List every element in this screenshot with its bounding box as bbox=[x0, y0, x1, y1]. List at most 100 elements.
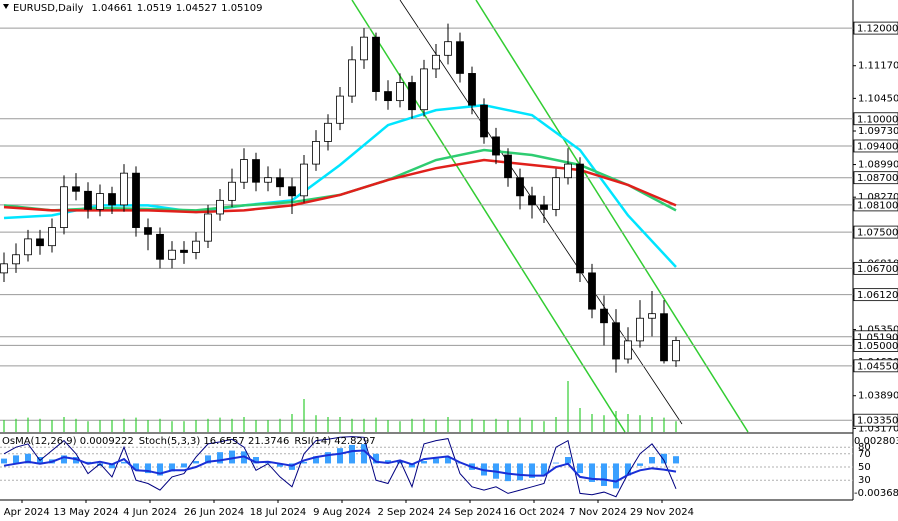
volume-bar bbox=[63, 417, 65, 432]
y-tick-label: 1.09730 bbox=[858, 126, 898, 137]
level-label-box bbox=[853, 139, 898, 153]
level-label: 1.06700 bbox=[857, 264, 898, 275]
osma-bar bbox=[193, 461, 199, 464]
osma-bar bbox=[169, 463, 175, 472]
candle-body bbox=[96, 193, 104, 210]
candle-body bbox=[360, 36, 368, 61]
osma-bar bbox=[613, 463, 619, 489]
level-label-box bbox=[853, 413, 898, 427]
osma-bar bbox=[157, 463, 163, 476]
volume-bar bbox=[651, 417, 653, 432]
volume-bar bbox=[279, 418, 281, 432]
level-label: 1.08100 bbox=[857, 200, 898, 211]
osma-bar bbox=[421, 461, 427, 464]
osma-bar bbox=[181, 463, 187, 468]
osma-bar bbox=[505, 463, 511, 482]
rsi-line bbox=[3, 449, 677, 483]
osma-bar bbox=[397, 461, 403, 464]
volume-bar bbox=[507, 420, 509, 432]
level-label-box bbox=[853, 171, 898, 185]
candle-body bbox=[84, 190, 92, 210]
volume-bar bbox=[495, 418, 497, 432]
osma-bar bbox=[517, 463, 523, 481]
x-tick-label: 16 Oct 2024 bbox=[503, 507, 565, 518]
candle-body bbox=[264, 177, 272, 183]
osma-bar bbox=[133, 463, 139, 470]
volume-bar bbox=[675, 421, 677, 432]
volume-bar bbox=[363, 418, 365, 432]
candle-body bbox=[552, 177, 560, 210]
level-label-box bbox=[853, 261, 898, 275]
osma-bar bbox=[253, 457, 259, 464]
volume-bar bbox=[531, 420, 533, 432]
y-tick-label: 1.08270 bbox=[858, 192, 898, 203]
osma-bar bbox=[0, 458, 7, 464]
volume-bar bbox=[615, 411, 617, 432]
osma-bar bbox=[385, 460, 391, 464]
candle-body bbox=[288, 186, 296, 197]
osma-bar bbox=[589, 463, 595, 482]
volume-bar bbox=[375, 417, 377, 432]
volume-bar bbox=[555, 417, 557, 432]
osma-bar bbox=[97, 463, 103, 466]
y-tick-label: 1.03890 bbox=[858, 391, 898, 402]
close: 1.05109 bbox=[221, 3, 262, 14]
candle-body bbox=[36, 238, 44, 247]
volume-bar bbox=[663, 417, 665, 432]
x-tick-label: 4 Jun 2024 bbox=[123, 507, 177, 518]
indicator-tick-label: 30 bbox=[858, 475, 871, 486]
candle-body bbox=[252, 159, 260, 183]
osma-bar bbox=[229, 450, 235, 464]
trend-line bbox=[351, 0, 626, 433]
candle-body bbox=[588, 272, 596, 310]
level-label: 1.07500 bbox=[857, 228, 898, 239]
osma-bar bbox=[553, 462, 559, 464]
volume-bar bbox=[99, 420, 101, 432]
candle-body bbox=[672, 340, 680, 362]
osma-bar bbox=[25, 453, 31, 464]
x-tick-label: 2 Sep 2024 bbox=[377, 507, 434, 518]
candle-body bbox=[276, 177, 284, 188]
osma-bar bbox=[373, 453, 379, 464]
osma-bar bbox=[205, 455, 211, 464]
level-label: 1.08700 bbox=[857, 173, 898, 184]
osma-bar bbox=[109, 463, 115, 469]
x-tick-label: 9 Aug 2024 bbox=[313, 507, 371, 518]
y-tick-label: 1.05350 bbox=[858, 325, 898, 336]
open: 1.04661 bbox=[91, 3, 132, 14]
y-tick-label: 1.11170 bbox=[858, 61, 898, 72]
x-tick-label: 18 Jul 2024 bbox=[250, 507, 307, 518]
stoch-label: Stoch(5,3,3) 16.6557 21.3746 bbox=[139, 436, 290, 447]
stoch-line bbox=[3, 436, 677, 498]
osma-bar bbox=[313, 456, 319, 464]
osma-bar bbox=[217, 452, 223, 464]
osma-bar bbox=[349, 444, 355, 464]
osma-bar bbox=[637, 463, 643, 466]
candle-body bbox=[180, 249, 188, 253]
candle-body bbox=[168, 249, 176, 260]
osma-bar bbox=[577, 463, 583, 474]
candle-body bbox=[336, 95, 344, 124]
candle-body bbox=[564, 163, 572, 179]
osma-bar bbox=[433, 458, 439, 464]
volume-bar bbox=[15, 418, 17, 432]
candle-body bbox=[372, 36, 380, 92]
candle-body bbox=[72, 186, 80, 192]
volume-bar bbox=[579, 408, 581, 432]
volume-bar bbox=[447, 417, 449, 432]
volume-bar bbox=[3, 420, 5, 432]
candle-body bbox=[156, 233, 164, 260]
volume-bar bbox=[471, 418, 473, 432]
level-label-box bbox=[853, 288, 898, 302]
candle-body bbox=[24, 238, 32, 256]
candle-body bbox=[120, 172, 128, 206]
osma-label: OsMA(12,26,9) 0.0009222 bbox=[2, 436, 134, 447]
osma-bar bbox=[541, 463, 547, 475]
y-tick-label: 1.03170 bbox=[858, 423, 898, 434]
trend-line bbox=[475, 0, 749, 433]
volume-bar bbox=[567, 381, 569, 432]
volume-bar bbox=[123, 418, 125, 432]
indicator-tick-label: 50 bbox=[858, 462, 871, 473]
